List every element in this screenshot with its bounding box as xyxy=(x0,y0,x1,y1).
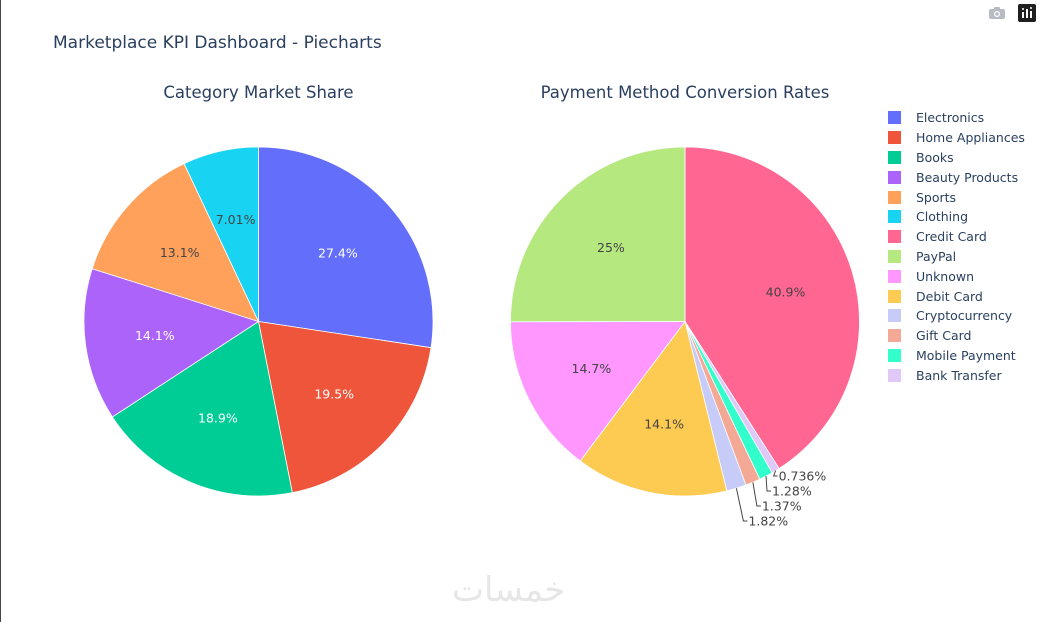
legend-swatch xyxy=(888,289,901,303)
pie-slice-beauty-products xyxy=(83,268,260,418)
leader-line-cryptocurrency xyxy=(735,488,748,522)
legend-item-beauty-products[interactable]: Beauty Products xyxy=(888,167,1025,187)
slice-label-credit-card: 40.9% xyxy=(766,285,806,300)
legend-swatch xyxy=(888,111,901,125)
modebar xyxy=(987,4,1037,22)
legend-label: Mobile Payment xyxy=(916,347,1016,363)
legend-item-cryptocurrency[interactable]: Cryptocurrency xyxy=(888,306,1025,326)
legend-label: Gift Card xyxy=(916,328,972,344)
legend-item-home-appliances[interactable]: Home Appliances xyxy=(888,128,1025,148)
slice-label-bank-transfer: 0.736% xyxy=(779,469,827,484)
legend-item-unknown[interactable]: Unknown xyxy=(888,266,1025,286)
legend-swatch xyxy=(888,230,901,244)
legend-label: Credit Card xyxy=(916,229,987,245)
legend-item-gift-card[interactable]: Gift Card xyxy=(888,326,1025,346)
legend-swatch xyxy=(888,269,901,283)
legend-swatch xyxy=(888,368,901,382)
legend-swatch xyxy=(888,210,901,224)
legend: Electronics Home Appliances Books Beauty Pr… xyxy=(888,108,1025,385)
legend-label: Clothing xyxy=(916,209,969,225)
pie-slice-sports xyxy=(91,163,260,323)
pie-slice-credit-card xyxy=(684,146,860,470)
legend-swatch xyxy=(888,131,901,145)
slice-label-mobile-payment: 1.28% xyxy=(772,484,812,499)
legend-swatch xyxy=(888,170,901,184)
slice-label-paypal: 25% xyxy=(597,240,625,255)
pie-slice-electronics xyxy=(258,146,434,349)
watermark: خمسات xyxy=(452,570,566,610)
legend-item-credit-card[interactable]: Credit Card xyxy=(888,227,1025,247)
slice-label-unknown: 14.7% xyxy=(572,361,612,376)
subplot-title: Payment Method Conversion Rates xyxy=(541,83,830,102)
plotly-logo-button[interactable] xyxy=(1017,4,1037,22)
slice-label-electronics: 27.4% xyxy=(318,246,358,261)
camera-icon xyxy=(989,7,1005,19)
legend-label: Beauty Products xyxy=(916,169,1019,185)
legend-item-mobile-payment[interactable]: Mobile Payment xyxy=(888,346,1025,366)
legend-swatch xyxy=(888,190,901,204)
legend-label: Books xyxy=(916,149,954,165)
subplot-title: Category Market Share xyxy=(163,83,353,102)
legend-item-electronics[interactable]: Electronics xyxy=(888,108,1025,128)
legend-swatch xyxy=(888,150,901,164)
download-plot-button[interactable] xyxy=(987,4,1007,22)
legend-label: Sports xyxy=(916,189,957,205)
legend-item-clothing[interactable]: Clothing xyxy=(888,207,1025,227)
legend-label: Electronics xyxy=(916,110,985,126)
slice-label-debit-card: 14.1% xyxy=(644,417,684,432)
legend-item-books[interactable]: Books xyxy=(888,148,1025,168)
legend-label: Cryptocurrency xyxy=(916,308,1013,324)
legend-label: Home Appliances xyxy=(916,130,1025,146)
pie-slice-home-appliances xyxy=(257,321,432,494)
legend-item-debit-card[interactable]: Debit Card xyxy=(888,286,1025,306)
slice-label-clothing: 7.01% xyxy=(216,212,256,227)
legend-item-paypal[interactable]: PayPal xyxy=(888,247,1025,267)
pie-slice-paypal xyxy=(510,146,686,323)
pie-slice-unknown xyxy=(510,321,686,462)
legend-swatch xyxy=(888,249,901,263)
legend-item-bank-transfer[interactable]: Bank Transfer xyxy=(888,365,1025,385)
slice-label-cryptocurrency: 1.82% xyxy=(748,514,788,529)
slice-label-home-appliances: 19.5% xyxy=(314,386,354,401)
leader-line-gift-card xyxy=(752,482,761,507)
plotly-logo-icon xyxy=(1018,4,1036,22)
legend-label: Debit Card xyxy=(916,288,983,304)
pie-slice-debit-card xyxy=(579,320,728,497)
chart-title: Marketplace KPI Dashboard - Piecharts xyxy=(53,33,382,53)
legend-label: Bank Transfer xyxy=(916,367,1002,383)
leader-line-bank-transfer xyxy=(772,470,778,477)
slice-label-books: 18.9% xyxy=(198,411,238,426)
legend-swatch xyxy=(888,309,901,323)
slice-label-beauty-products: 14.1% xyxy=(135,328,175,343)
slice-label-gift-card: 1.37% xyxy=(762,499,802,514)
pie-slice-books xyxy=(111,320,293,497)
legend-label: PayPal xyxy=(916,248,957,264)
legend-item-sports[interactable]: Sports xyxy=(888,187,1025,207)
legend-swatch xyxy=(888,329,901,343)
slice-label-sports: 13.1% xyxy=(160,245,200,260)
legend-swatch xyxy=(888,348,901,362)
leader-line-mobile-payment xyxy=(765,476,771,492)
legend-label: Unknown xyxy=(916,268,975,284)
pie-slice-clothing xyxy=(183,146,259,322)
